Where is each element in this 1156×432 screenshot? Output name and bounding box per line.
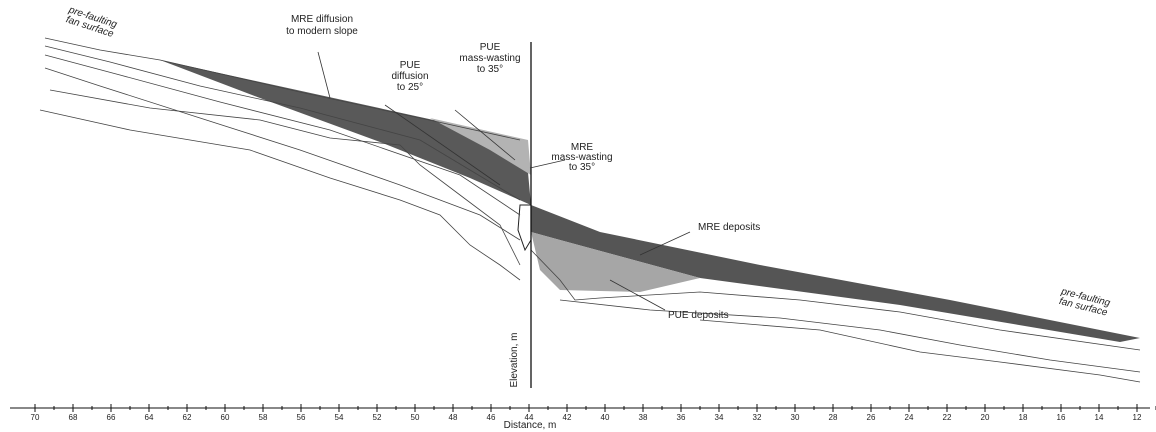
x-tick-label: 32 <box>753 413 762 422</box>
x-tick-label: 50 <box>411 413 420 422</box>
pue-wedge <box>430 118 531 175</box>
strat-line <box>44 45 521 201</box>
x-tick-label: 26 <box>867 413 876 422</box>
annotation: PUE deposits <box>668 310 729 321</box>
strat-line <box>699 319 1141 383</box>
x-tick-label: 36 <box>677 413 686 422</box>
annotation-line: to 25° <box>397 82 423 93</box>
x-tick-label: 14 <box>1095 413 1104 422</box>
x-tick-label: 18 <box>1019 413 1028 422</box>
x-tick-label: 30 <box>791 413 800 422</box>
x-tick-label: 22 <box>943 413 952 422</box>
x-tick-label: 16 <box>1057 413 1066 422</box>
x-tick-label: 62 <box>183 413 192 422</box>
annotation-line: diffusion <box>391 71 428 82</box>
annotation: MRE deposits <box>698 222 760 233</box>
x-tick-label: 68 <box>69 413 78 422</box>
annotation-line: PUE deposits <box>668 310 729 321</box>
x-tick-label: 38 <box>639 413 648 422</box>
x-tick-label: 60 <box>221 413 230 422</box>
mre-deposits <box>531 205 1140 342</box>
leader <box>609 279 666 311</box>
leader <box>384 104 501 186</box>
annotation-line: MRE diffusion <box>291 14 353 25</box>
fissure <box>517 204 532 252</box>
y-axis-label: Elevation, m <box>509 332 520 387</box>
mre-wedge <box>160 60 531 205</box>
leader <box>454 109 516 161</box>
strat-line <box>530 249 1141 351</box>
x-tick-label: 54 <box>335 413 344 422</box>
strat-line <box>49 89 521 266</box>
x-tick-label: 52 <box>373 413 382 422</box>
x-tick-label: 58 <box>259 413 268 422</box>
x-tick-label: 12 <box>1133 413 1142 422</box>
annotation: PUE mass-wasting to 35° <box>459 42 520 75</box>
annotation-line: to 35° <box>569 162 595 173</box>
annotation-line: PUE <box>480 42 501 53</box>
leader <box>529 159 566 169</box>
annotation: MRE mass-wasting to 35° <box>551 142 612 173</box>
annotation: pre-faultingfan surface <box>63 4 118 40</box>
strat-line <box>559 299 1141 373</box>
strat-line <box>44 54 521 216</box>
x-axis-label: Distance, m <box>504 420 557 431</box>
pue-deposits <box>531 232 700 292</box>
annotation: MRE diffusion to modern slope <box>286 14 358 37</box>
annotation: pre-faultingfan surface <box>1057 286 1112 319</box>
x-tick-label: 46 <box>487 413 496 422</box>
strat-line <box>39 109 521 281</box>
annotation-line: PUE <box>400 60 421 71</box>
x-tick-label: 44 <box>525 413 534 422</box>
x-tick-label: 24 <box>905 413 914 422</box>
annotation-line: MRE deposits <box>698 222 760 233</box>
x-tick-label: 56 <box>297 413 306 422</box>
strat-line <box>44 67 521 241</box>
x-tick-label: 42 <box>563 413 572 422</box>
annotation-line: MRE <box>571 142 594 153</box>
x-tick-label: 66 <box>107 413 116 422</box>
annotation-line: to 35° <box>477 64 503 75</box>
x-tick-label: 40 <box>601 413 610 422</box>
x-tick-label: 28 <box>829 413 838 422</box>
x-tick-label: 48 <box>449 413 458 422</box>
x-tick-label: 34 <box>715 413 724 422</box>
annotation: PUE diffusion to 25° <box>391 60 428 93</box>
annotation-line: mass-wasting <box>459 53 520 64</box>
annotation-line: to modern slope <box>286 26 358 37</box>
x-tick-label: 20 <box>981 413 990 422</box>
leader <box>317 51 331 99</box>
x-tick-label: 70 <box>31 413 40 422</box>
x-tick-label: 64 <box>145 413 154 422</box>
annotation-line: mass-wasting <box>551 152 612 163</box>
leader <box>639 231 691 256</box>
surface-line <box>44 37 521 141</box>
